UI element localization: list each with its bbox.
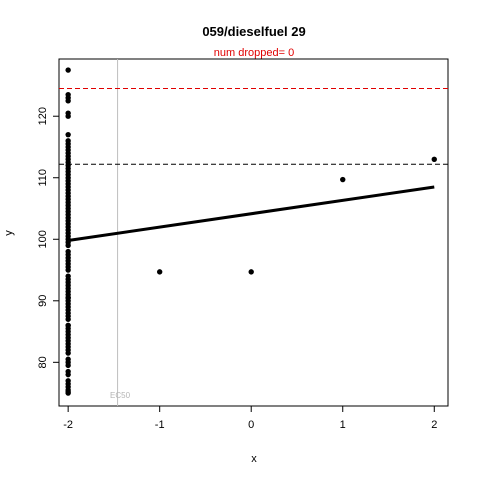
x-tick-label: 0 [248,419,254,431]
ec50-label: EC50 [110,391,131,400]
x-axis-label: x [251,453,257,465]
data-point [65,371,71,378]
data-point [248,269,254,275]
x-tick-label: -2 [63,419,73,431]
x-tick-label: 1 [340,419,346,431]
y-tick-label: 80 [37,356,49,368]
chart-subtitle: num dropped= 0 [214,47,294,59]
data-point [156,269,163,275]
data-point [65,98,71,104]
fit-line [67,185,435,242]
data-point [65,242,71,249]
data-point [65,295,71,301]
y-tick-label: 100 [37,230,49,248]
data-point [65,316,71,322]
y-tick-label: 90 [37,295,49,307]
data-point [431,156,437,162]
plot-area [59,59,448,406]
chart-title: 059/dieselfuel 29 [202,24,305,39]
data-point [65,131,71,138]
plot-frame [58,58,449,407]
data-point [65,113,71,119]
y-tick-label: 120 [37,107,49,125]
y-tick-label: 110 [37,169,49,187]
data-point [65,267,71,273]
data-point [65,67,71,73]
data-point [65,390,71,396]
x-tick-label: -1 [155,419,165,431]
data-point [65,322,71,329]
data-point [65,350,71,356]
data-point [65,362,71,369]
x-tick-label: 2 [431,419,437,431]
y-axis-label: y [3,230,15,236]
data-point [340,176,346,183]
